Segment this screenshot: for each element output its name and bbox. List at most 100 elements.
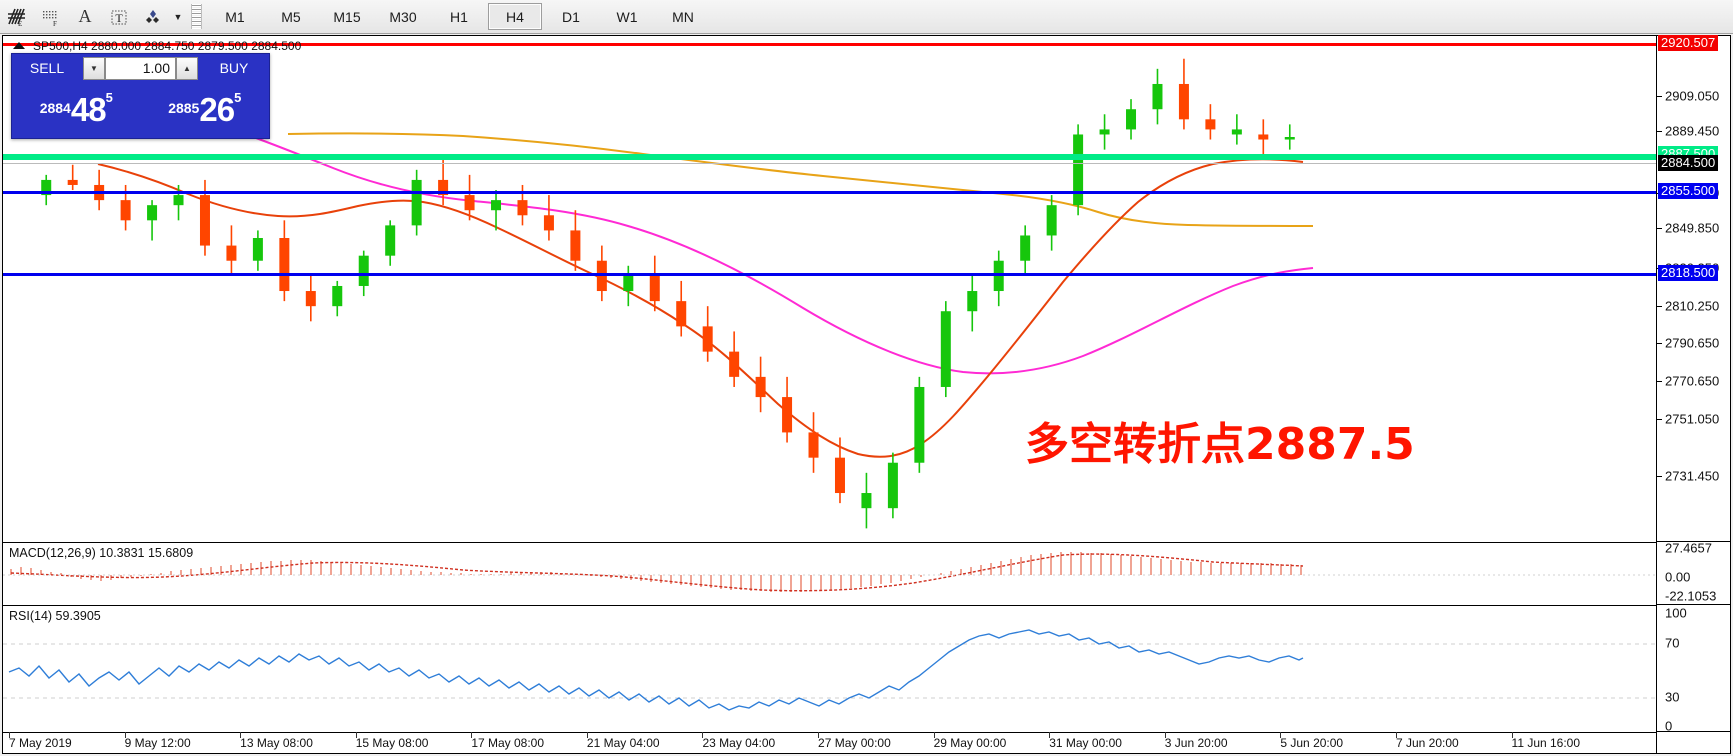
time-tick-label: 17 May 08:00 — [471, 736, 545, 750]
ma-magenta-line — [182, 113, 1314, 375]
macd-chart-svg — [3, 552, 1656, 592]
candle-body — [1284, 137, 1295, 140]
price-tick-mark — [1657, 381, 1662, 382]
rsi-pane[interactable]: RSI(14) 59.3905 — [3, 605, 1656, 732]
price-tick-label: 2751.050 — [1665, 411, 1720, 427]
candle-body — [1152, 83, 1163, 110]
price-axis[interactable]: 2909.0502889.4502869.4502849.8502830.250… — [1656, 35, 1730, 753]
sell-price-display[interactable]: 2884 48 5 — [13, 82, 140, 137]
candle-body — [305, 291, 316, 307]
volume-input[interactable]: 1.00 — [105, 56, 176, 80]
level-line-2887-5 — [3, 154, 1656, 160]
time-tick-mark — [1164, 732, 1166, 738]
timeframe-m1[interactable]: M1 — [225, 8, 245, 25]
octp-prices-row: 2884 48 5 2885 26 5 — [12, 82, 269, 138]
level-line-2818-5 — [3, 273, 1656, 276]
candle-body — [332, 285, 343, 307]
indicators-icon[interactable]: E — [0, 1, 34, 32]
one-click-trading-panel[interactable]: SELL ▼ 1.00 ▲ BUY 2884 48 5 2885 26 5 — [11, 53, 270, 139]
chart-annotation-text: 多空转折点2887.5 — [1025, 419, 1415, 470]
buy-price-display[interactable]: 2885 26 5 — [141, 82, 268, 137]
candle-body — [1258, 134, 1269, 140]
candle-body — [1231, 129, 1242, 135]
candle-body — [543, 215, 554, 231]
price-tick-label: 2889.450 — [1665, 123, 1720, 139]
price-badge-level-line[interactable]: 2855.500 — [1658, 183, 1719, 199]
time-tick-label: 13 May 08:00 — [240, 736, 313, 750]
time-tick-label: 15 May 08:00 — [355, 736, 429, 750]
last-price-line — [3, 163, 1656, 164]
rsi-tick-label: 0 — [1665, 718, 1673, 734]
price-tick-mark — [1657, 476, 1662, 477]
candle-body — [1046, 205, 1057, 236]
chart-plot-area[interactable]: 多空转折点2887.5 SP500,H4 2880.000 2884.750 2… — [3, 36, 1656, 753]
text-box-icon[interactable]: T — [102, 1, 136, 32]
timeframe-w1[interactable]: W1 — [616, 8, 638, 25]
price-tick-label: 2731.450 — [1665, 468, 1720, 484]
time-tick-label: 7 Jun 20:00 — [1395, 736, 1459, 750]
macd-pane[interactable]: MACD(12,26,9) 10.3831 15.6809 — [3, 542, 1656, 605]
price-badge-ask-line[interactable]: 2920.507 — [1658, 35, 1719, 51]
rsi-tick-label: 30 — [1665, 689, 1680, 705]
candle-body — [755, 376, 766, 398]
time-tick-mark — [124, 732, 126, 738]
text-label-icon[interactable]: A — [78, 6, 92, 26]
chart-frame[interactable]: 多空转折点2887.5 SP500,H4 2880.000 2884.750 2… — [2, 35, 1731, 754]
time-tick-mark — [355, 732, 357, 738]
price-tick-mark — [1657, 419, 1662, 420]
price-badge-last-price[interactable]: 2884.500 — [1658, 155, 1719, 171]
timeframe-m30[interactable]: M30 — [389, 8, 417, 25]
price-badge-level-line[interactable]: 2818.500 — [1658, 265, 1719, 281]
time-tick-label: 29 May 00:00 — [933, 736, 1007, 750]
crosshair-grid-icon[interactable]: F — [34, 1, 68, 32]
sell-button[interactable]: SELL — [29, 60, 65, 76]
rsi-chart-svg — [3, 629, 1656, 711]
candle-body — [67, 179, 78, 185]
candlestick-series — [41, 58, 1295, 529]
timeframe-h4[interactable]: H4 — [488, 3, 542, 30]
time-tick-mark — [586, 732, 588, 738]
axis-sep-macd — [1657, 541, 1730, 542]
candle-body — [782, 397, 793, 433]
volume-decrease-button[interactable]: ▼ — [83, 56, 105, 80]
price-tick-label: 2770.650 — [1665, 373, 1720, 389]
candle-body — [438, 179, 449, 196]
candle-body — [834, 457, 845, 494]
timeframe-m5[interactable]: M5 — [281, 8, 301, 25]
time-tick-label: 9 May 12:00 — [124, 736, 191, 750]
macd-histogram — [10, 552, 1302, 592]
buy-button[interactable]: BUY — [219, 60, 249, 76]
candle-body — [1178, 83, 1189, 120]
volume-increase-button[interactable]: ▲ — [176, 56, 198, 80]
price-pane[interactable]: 多空转折点2887.5 SP500,H4 2880.000 2884.750 2… — [3, 36, 1656, 541]
candle-body — [120, 200, 131, 221]
time-tick-mark — [1049, 732, 1051, 738]
timeframe-d1[interactable]: D1 — [562, 8, 580, 25]
timeframe-h1[interactable]: H1 — [450, 8, 468, 25]
candle-body — [861, 493, 872, 509]
candle-body — [570, 230, 581, 261]
macd-indicator-label: MACD(12,26,9) 10.3831 15.6809 — [9, 546, 194, 560]
buy-price-fraction: 5 — [234, 90, 242, 105]
objects-dropdown-caret-icon[interactable]: ▼ — [173, 11, 183, 22]
candle-body — [729, 351, 740, 377]
macd-tick-label: -22.1053 — [1665, 588, 1717, 604]
candle-body — [173, 195, 184, 206]
chart-title: SP500,H4 2880.000 2884.750 2879.500 2884… — [33, 39, 302, 53]
volume-stepper[interactable]: ▼ 1.00 ▲ — [83, 56, 198, 80]
svg-text:T: T — [115, 11, 123, 25]
time-tick-mark — [702, 732, 704, 738]
candle-body — [411, 179, 422, 226]
timeframe-mn[interactable]: MN — [672, 8, 694, 25]
timeframe-m15[interactable]: M15 — [333, 8, 361, 25]
price-tick-mark — [1657, 343, 1662, 344]
candle-body — [940, 311, 951, 387]
time-axis[interactable] — [3, 732, 1656, 753]
objects-icon[interactable] — [136, 1, 170, 32]
rsi-line — [8, 629, 1304, 711]
time-tick-mark — [818, 732, 820, 738]
axis-sep-time — [1657, 731, 1730, 732]
time-axis-labels: 7 May 2019 9 May 12:00 13 May 08:00 15 May … — [3, 732, 1656, 754]
sell-price-integer: 2884 — [39, 100, 71, 116]
